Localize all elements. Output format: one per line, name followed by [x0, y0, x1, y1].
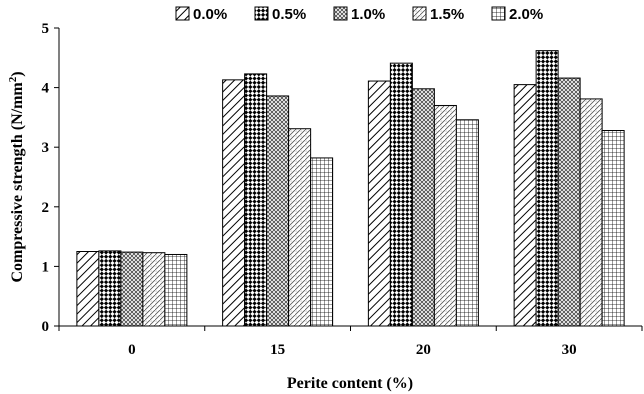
- bar-20-2.0pct: [455, 119, 479, 327]
- bar-15-1.5pct: [288, 128, 312, 327]
- x-tick-label: 30: [562, 342, 577, 358]
- y-tick-label: 0: [42, 319, 50, 335]
- legend-label: 1.5%: [430, 6, 464, 23]
- x-tick-label: 20: [416, 342, 431, 358]
- bar-20-1.0pct: [411, 88, 435, 327]
- legend-swatch: [254, 6, 269, 21]
- bar-30-0.0pct: [513, 84, 537, 327]
- y-axis-title-end: ): [9, 71, 26, 76]
- y-tick-label: 4: [42, 81, 50, 97]
- y-tick-label: 2: [42, 200, 50, 216]
- bar-0-0.0pct: [76, 251, 100, 327]
- legend-label: 0.0%: [193, 6, 227, 23]
- bar-0-1.0pct: [120, 251, 144, 327]
- x-tick-label: 0: [128, 342, 136, 358]
- bar-30-0.5pct: [535, 50, 559, 327]
- bar-20-1.5pct: [433, 104, 457, 327]
- y-ticks: 0 1 2 3 4 5: [42, 21, 59, 335]
- bar-30-2.0pct: [601, 130, 625, 327]
- bar-0-1.5pct: [142, 252, 166, 327]
- bar-30-1.5pct: [579, 98, 603, 327]
- y-axis-title: Compressive strength (N/mm2): [7, 71, 26, 282]
- bar-15-0.0pct: [222, 79, 246, 327]
- legend-swatch: [333, 6, 348, 21]
- y-axis-title-main: Compressive strength (N/mm: [9, 82, 26, 283]
- bar-15-0.5pct: [244, 73, 268, 327]
- bar-30-1.0pct: [557, 77, 581, 327]
- bars: [76, 50, 625, 327]
- y-axis-title-sup: 2: [7, 76, 19, 82]
- bar-20-0.0pct: [367, 80, 391, 327]
- legend-label: 0.5%: [272, 6, 306, 23]
- y-tick-label: 1: [42, 259, 50, 275]
- x-axis-title: Perite content (%): [287, 375, 413, 392]
- legend-swatch: [412, 6, 427, 21]
- legend-label: 2.0%: [509, 6, 543, 23]
- legend-label: 1.0%: [351, 6, 385, 23]
- bar-20-0.5pct: [389, 62, 413, 327]
- x-ticks: 0 15 20 30: [58, 326, 643, 358]
- y-tick-label: 3: [42, 140, 50, 156]
- bar-15-2.0pct: [310, 157, 334, 327]
- legend-swatch: [491, 6, 506, 21]
- x-tick-label: 15: [270, 342, 285, 358]
- legend-swatch: [175, 6, 190, 21]
- bar-0-0.5pct: [98, 250, 122, 327]
- bar-15-1.0pct: [266, 95, 290, 327]
- legend: 0.0% 0.5% 1.0% 1.5% 2.0%: [175, 6, 543, 23]
- y-tick-label: 5: [42, 21, 50, 37]
- bar-0-2.0pct: [164, 253, 188, 327]
